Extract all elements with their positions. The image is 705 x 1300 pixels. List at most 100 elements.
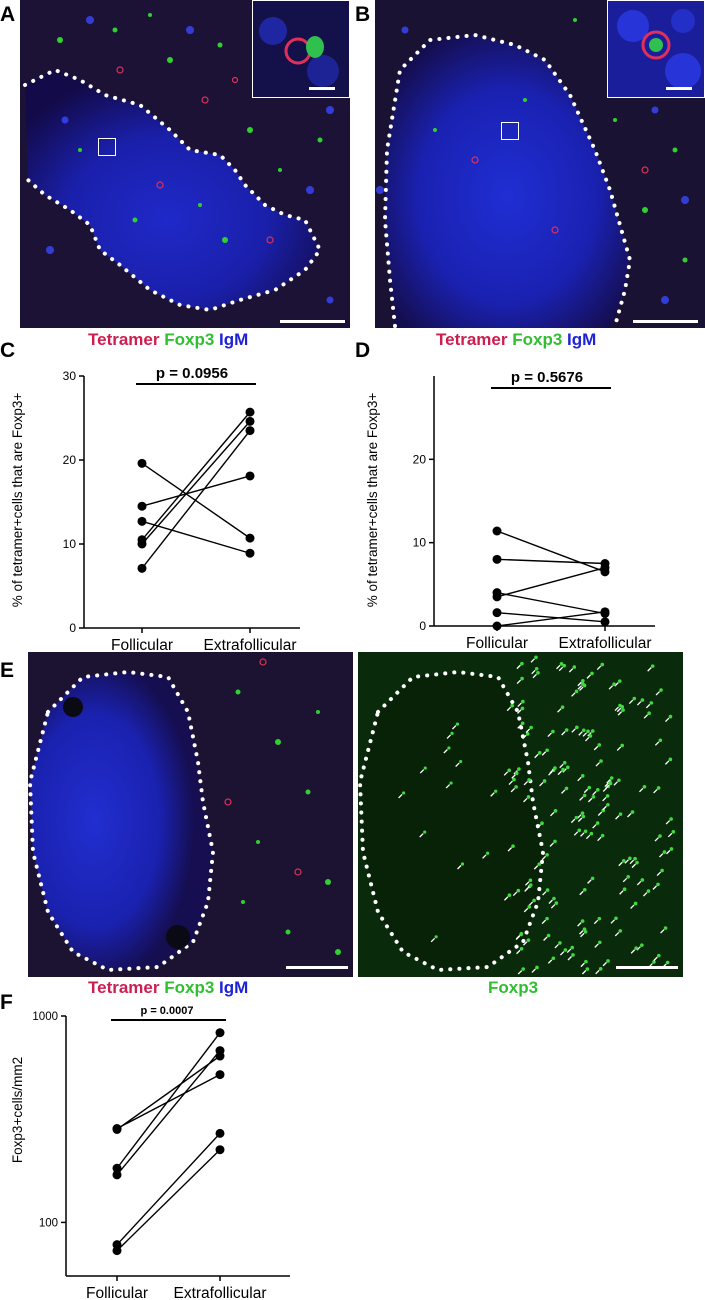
data-point-follicular [492,592,502,602]
cell-arrow [516,949,521,955]
cell-arrow [614,931,620,937]
data-point-extrafollicular [215,1028,225,1038]
data-point-follicular [492,554,502,564]
channel-legend-b: Tetramer Foxp3 IgM [436,330,596,350]
cell-arrow [618,861,623,867]
cell-arrow [547,959,553,964]
foxp3-cell [455,722,460,726]
foxp3-cell [618,703,622,708]
foxp3-cell [517,767,521,771]
foxp3-cell [584,959,588,964]
cell-arrow [524,881,530,886]
cell-arrow [506,706,512,712]
legend-tetramer: Tetramer [88,330,160,349]
micrograph-b [375,0,705,328]
foxp3-cell [540,821,544,826]
foxp3-cell [574,689,579,694]
cell-arrow [548,899,553,904]
foxp3-cell [511,844,515,848]
foxp3-cell [545,916,549,921]
foxp3-cell [580,811,585,815]
cell-arrow [531,669,536,675]
cell-arrow [636,880,642,886]
foxp3-cell [622,887,627,892]
foxp3-cell [591,795,596,799]
cell-arrow [587,797,593,803]
foxp3-cell [447,746,451,750]
data-point-extrafollicular [600,617,610,627]
cell-arrow [525,886,530,891]
cell-arrow [580,932,585,938]
cell-arrow [522,941,528,946]
foxp3-cell [617,778,621,783]
paired-line [141,420,251,545]
foxp3-cell [621,858,626,863]
cell-arrow [528,901,534,906]
foxp3-cell [618,812,623,816]
foxp3-cell [536,670,540,675]
foxp3-cell [434,935,438,939]
cell-arrow [658,853,664,858]
foxp3-cell [583,829,588,834]
foxp3-cell [546,933,551,938]
cell-arrow [577,922,582,927]
cell-arrow [654,741,660,746]
foxp3-cell [570,945,575,950]
cell-arrow [653,956,658,962]
y-tick-label: 10 [63,537,77,551]
foxp3-cell [507,893,512,898]
paired-line [116,1050,221,1176]
data-point-follicular [137,539,147,549]
foxp3-cell [537,750,542,755]
foxp3-cell [585,967,590,971]
foxp3-cell [582,887,587,892]
foxp3-cell [577,828,582,833]
cell-arrow [517,970,523,975]
cell-arrow [419,769,425,774]
pvalue-label: p = 0.0956 [156,365,228,382]
data-point-follicular [112,1170,122,1180]
foxp3-cell [588,734,593,738]
foxp3-cell [574,815,579,820]
paired-line [116,1149,221,1252]
cell-arrow [523,780,529,786]
cell-arrow [631,863,636,869]
foxp3-cell [612,682,616,687]
data-point-extrafollicular [245,548,255,558]
cell-arrow [549,842,554,847]
cell-arrow [579,686,584,691]
foxp3-cell [537,862,542,866]
foxp3-cell [553,809,558,813]
paired-line [496,558,606,565]
panel-letter-b: B [355,3,371,26]
cell-arrow [616,746,622,751]
cell-arrow [579,890,584,896]
foxp3-cell [626,874,631,879]
cell-arrow [581,970,587,975]
paired-line [116,1032,221,1169]
foxp3-cell [520,721,525,726]
cell-arrow [541,919,547,925]
cell-arrow [398,793,403,799]
foxp3-cell [621,708,625,712]
cell-arrow [516,679,522,684]
cell-arrow [610,919,615,924]
cell-arrow [516,664,521,670]
foxp3-cell [529,725,533,730]
foxp3-cell [527,778,531,782]
foxp3-cell [564,728,569,732]
cell-arrow [567,956,572,961]
data-point-follicular [492,526,502,536]
cell-arrow [577,681,582,687]
foxp3-cell [658,738,663,743]
cell-arrow [636,946,641,951]
cell-arrow [554,943,559,949]
x-tick-label: Follicular [111,637,173,650]
foxp3-cell [582,793,587,798]
data-point-follicular [112,1124,122,1134]
foxp3-cell [590,729,595,733]
cell-arrow [606,779,611,784]
foxp3-cell [614,916,618,921]
cell-arrow [597,836,602,842]
foxp3-cell [572,665,577,669]
